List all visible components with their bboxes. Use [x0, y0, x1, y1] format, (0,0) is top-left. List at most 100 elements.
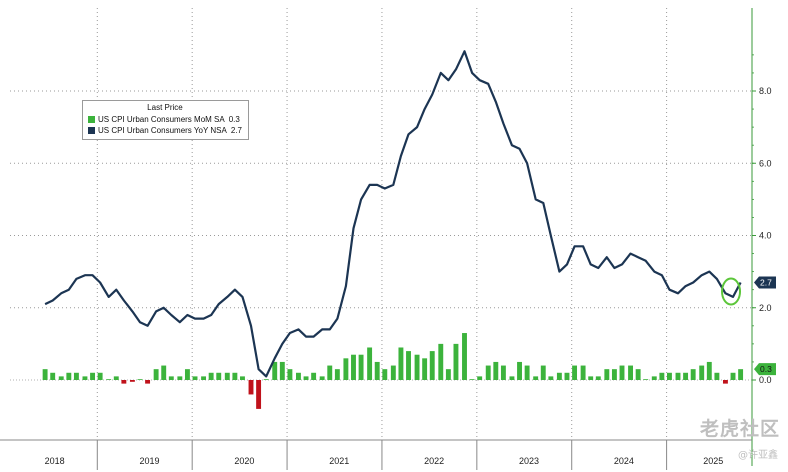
mom-bar	[113, 376, 119, 380]
mom-bar	[121, 380, 127, 384]
x-tick-label: 2020	[234, 456, 254, 466]
legend-label-mom: US CPI Urban Consumers MoM SA	[98, 115, 225, 124]
mom-bar	[192, 376, 198, 380]
mom-bar	[334, 369, 340, 380]
mom-bar	[177, 376, 183, 380]
legend-entry-yoy: US CPI Urban Consumers YoY NSA 2.7	[88, 125, 242, 136]
last-value-tag-yoy-text: 2.7	[760, 277, 772, 287]
mom-bar	[168, 376, 174, 380]
mom-bar	[714, 372, 720, 380]
mom-bar	[429, 351, 435, 380]
last-value-tag-mom-bg	[754, 363, 776, 376]
mom-bar	[90, 372, 96, 380]
legend-title: Last Price	[147, 103, 183, 112]
mom-bar	[509, 376, 515, 380]
mom-bar	[643, 379, 649, 380]
mom-bar	[161, 365, 167, 380]
mom-bar	[58, 376, 64, 380]
mom-bar	[153, 369, 159, 380]
mom-bar	[319, 376, 325, 380]
mom-bar	[493, 361, 499, 380]
mom-bar	[240, 376, 245, 380]
y-tick-label: 4.0	[759, 231, 772, 241]
mom-bar	[477, 376, 483, 380]
mom-bar	[390, 365, 396, 380]
mom-bars	[42, 333, 744, 409]
mom-bar	[279, 361, 285, 380]
mom-bar	[295, 372, 301, 380]
mom-bar	[145, 380, 151, 384]
mom-bar	[628, 365, 633, 380]
mom-bar	[129, 380, 135, 382]
watermark-logo: 老虎社区	[699, 418, 780, 440]
mom-bar	[351, 354, 356, 380]
mom-bar	[303, 376, 309, 380]
last-value-tag-mom: 0.3	[754, 363, 776, 376]
mom-bar	[414, 354, 420, 380]
mom-bar	[398, 347, 404, 380]
mom-bar	[580, 365, 586, 380]
last-value-tag-yoy: 2.7	[754, 276, 776, 289]
mom-bar	[651, 376, 657, 380]
mom-bar	[666, 372, 672, 380]
mom-bar	[263, 379, 269, 380]
legend-value-mom: 0.3	[228, 115, 240, 124]
mom-bar	[374, 361, 380, 380]
mom-bar	[730, 372, 736, 380]
mom-bar	[690, 369, 696, 380]
mom-bar	[256, 380, 262, 409]
mom-bar	[595, 376, 601, 380]
mom-bar	[224, 372, 230, 380]
mom-bar	[327, 365, 333, 380]
mom-bar	[588, 376, 594, 380]
watermark-author: @许亚鑫	[738, 450, 778, 461]
legend-label-yoy: US CPI Urban Consumers YoY NSA	[98, 126, 227, 135]
mom-bar	[208, 372, 214, 380]
x-tick-label: 2019	[139, 456, 159, 466]
mom-bar	[524, 365, 530, 380]
axes: 0.0 2.0 4.0 6.0 8.0 2.7 0.3 2018 2019 2020 2021 202…	[0, 8, 776, 470]
y-tick-label: 0.0	[759, 375, 772, 385]
mom-bar	[248, 380, 254, 395]
y-tick-label: 6.0	[759, 158, 772, 168]
mom-bar	[453, 343, 459, 380]
mom-bar	[422, 358, 428, 380]
mom-bar	[382, 369, 388, 380]
x-tick-label: 2018	[45, 456, 65, 466]
mom-bar	[500, 365, 506, 380]
last-value-tag-yoy-bg	[754, 276, 776, 289]
mom-bar	[683, 372, 689, 380]
x-tick-label: 2022	[424, 456, 444, 466]
mom-bar	[406, 351, 411, 380]
mom-bar	[611, 369, 617, 380]
legend: Last Price US CPI Urban Consumers MoM SA…	[82, 100, 249, 140]
mom-bar	[572, 365, 578, 380]
mom-bar	[517, 361, 522, 380]
mom-bar	[66, 372, 72, 380]
x-tick-label: 2021	[329, 456, 349, 466]
mom-bar	[97, 372, 103, 380]
yoy-line	[44, 50, 742, 378]
mom-bar	[311, 372, 317, 380]
mom-bar	[699, 365, 705, 380]
mom-bar	[137, 379, 143, 380]
mom-bar	[184, 369, 190, 380]
mom-bar	[675, 372, 681, 380]
mom-bar	[604, 369, 610, 380]
mom-bar	[232, 372, 238, 380]
highlight-circle	[721, 277, 742, 306]
mom-bar	[556, 372, 562, 380]
mom-bar	[635, 369, 641, 380]
mom-bar	[272, 361, 278, 380]
legend-entry-mom: US CPI Urban Consumers MoM SA 0.3	[88, 114, 242, 125]
x-tick-label: 2025	[703, 456, 723, 466]
y-tick-label: 8.0	[759, 86, 772, 96]
last-value-tag-mom-text: 0.3	[760, 364, 772, 374]
mom-bar	[438, 343, 444, 380]
mom-bar	[287, 369, 293, 380]
y-tick-label: 2.0	[759, 303, 772, 313]
mom-bar	[50, 372, 56, 380]
mom-bar	[42, 369, 48, 380]
mom-bar	[82, 376, 88, 380]
